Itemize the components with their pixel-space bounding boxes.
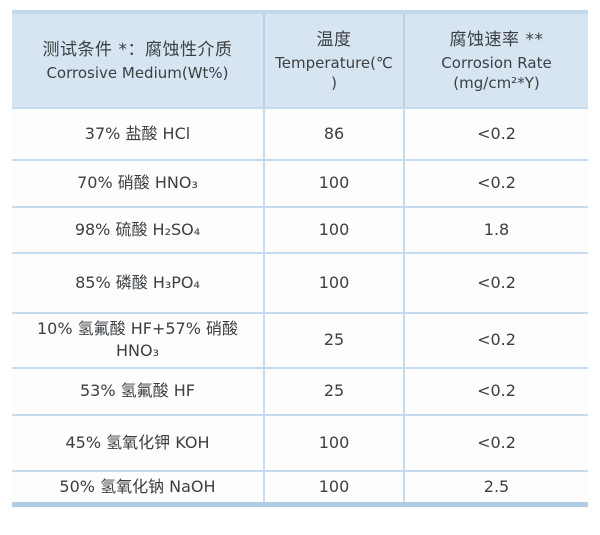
rate-cell: 2.5 — [403, 471, 588, 503]
rate-cell: <0.2 — [403, 254, 588, 312]
temperature-cell: 25 — [263, 314, 403, 367]
col-header-corrosive-medium: 测试条件 *：腐蚀性介质 Corrosive Medium(Wt%) — [12, 14, 263, 107]
temperature-cell: 100 — [263, 471, 403, 503]
medium-cell: 10% 氢氟酸 HF+57% 硝酸 HNO₃ — [36, 319, 239, 361]
medium-cell: 37% 盐酸 HCl — [84, 123, 191, 143]
col-header-temperature-en: Temperature(℃ ) — [275, 53, 393, 92]
medium-cell: 70% 硝酸 HNO₃ — [77, 173, 198, 193]
medium-cell: 53% 氢氟酸 HF — [80, 381, 195, 401]
medium-cell: 98% 硫酸 H₂SO₄ — [74, 219, 201, 239]
col-header-rate-unit: (mg/cm²*Y) — [453, 73, 540, 92]
temperature-cell: 100 — [263, 254, 403, 312]
col-header-rate-zh: 腐蚀速率 ** — [449, 29, 544, 50]
rate-cell: <0.2 — [403, 368, 588, 414]
rate-cell: 1.8 — [403, 208, 588, 252]
medium-cell: 45% 氢氧化钾 KOH — [65, 432, 210, 452]
table-row: 85% 磷酸 H₃PO₄ 100 <0.2 — [12, 252, 588, 312]
col-header-medium-en: Corrosive Medium(Wt%) — [46, 63, 229, 82]
corrosion-resistance-table: 测试条件 *：腐蚀性介质 Corrosive Medium(Wt%) 温度 Te… — [12, 10, 588, 508]
rate-cell: <0.2 — [403, 161, 588, 206]
temperature-cell: 100 — [263, 208, 403, 252]
table-header-row: 测试条件 *：腐蚀性介质 Corrosive Medium(Wt%) 温度 Te… — [12, 14, 588, 107]
temperature-cell: 100 — [263, 415, 403, 470]
col-header-temperature-zh: 温度 — [316, 29, 352, 50]
table-row: 70% 硝酸 HNO₃ 100 <0.2 — [12, 159, 588, 206]
table-row: 98% 硫酸 H₂SO₄ 100 1.8 — [12, 206, 588, 252]
col-header-rate-en: Corrosion Rate — [441, 53, 552, 72]
table-row: 37% 盐酸 HCl 86 <0.2 — [12, 107, 588, 159]
table-row: 45% 氢氧化钾 KOH 100 <0.2 — [12, 413, 588, 470]
temperature-cell: 100 — [263, 161, 403, 206]
medium-cell: 50% 氢氧化钠 NaOH — [59, 476, 216, 496]
table-row: 10% 氢氟酸 HF+57% 硝酸 HNO₃ 25 <0.2 — [12, 312, 588, 367]
temperature-cell: 86 — [263, 109, 403, 159]
col-header-temperature: 温度 Temperature(℃ ) — [263, 14, 403, 107]
medium-cell: 85% 磷酸 H₃PO₄ — [75, 272, 200, 292]
rate-cell: <0.2 — [403, 109, 588, 159]
table-row: 53% 氢氟酸 HF 25 <0.2 — [12, 366, 588, 414]
temperature-cell: 25 — [263, 368, 403, 414]
rate-cell: <0.2 — [403, 314, 588, 367]
table-row: 50% 氢氧化钠 NaOH 100 2.5 — [12, 469, 588, 503]
rate-cell: <0.2 — [403, 415, 588, 470]
col-header-medium-zh: 测试条件 *：腐蚀性介质 — [42, 40, 233, 61]
col-header-corrosion-rate: 腐蚀速率 ** Corrosion Rate (mg/cm²*Y) — [403, 14, 588, 107]
